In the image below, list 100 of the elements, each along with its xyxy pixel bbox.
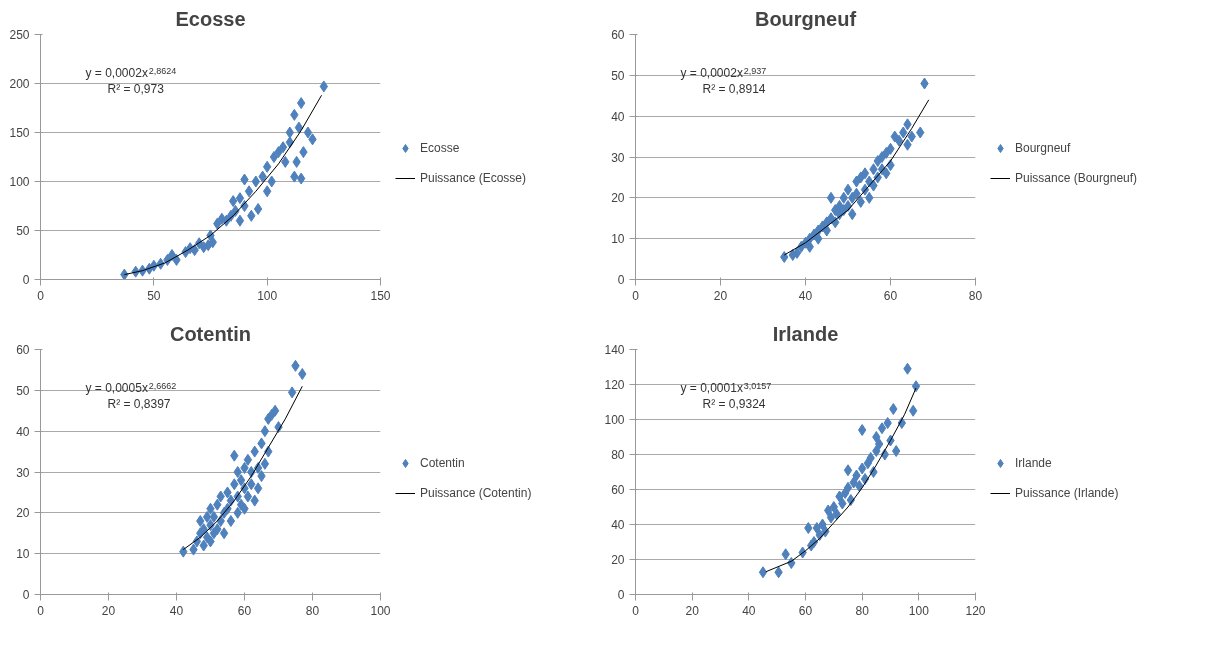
point bbox=[260, 457, 270, 470]
legend-label: Puissance (Ecosse) bbox=[420, 171, 527, 185]
legend-label: Cotentin bbox=[420, 456, 465, 470]
y-tick-label: 100 bbox=[9, 175, 30, 189]
point bbox=[894, 134, 904, 147]
annotation: R² = 0,973 bbox=[107, 81, 165, 96]
y-tick-label: 80 bbox=[611, 448, 625, 462]
y-tick-label: 50 bbox=[16, 383, 30, 398]
y-tick-label: 20 bbox=[16, 506, 30, 521]
point bbox=[235, 214, 245, 227]
point bbox=[244, 185, 254, 198]
y-tick-label: 30 bbox=[16, 465, 30, 480]
point bbox=[875, 438, 884, 450]
x-tick-label: 0 bbox=[37, 288, 45, 303]
point bbox=[872, 445, 881, 457]
point bbox=[889, 403, 898, 415]
x-tick-label: 0 bbox=[37, 603, 45, 618]
point bbox=[243, 490, 253, 503]
annotation: R² = 0,8914 bbox=[702, 81, 766, 96]
point bbox=[883, 417, 892, 429]
point bbox=[236, 474, 246, 487]
y-tick-label: 0 bbox=[617, 588, 625, 602]
y-tick-label: 0 bbox=[617, 273, 625, 287]
y-tick-label: 40 bbox=[16, 424, 30, 439]
y-tick-label: 50 bbox=[16, 224, 30, 238]
x-tick-label: 20 bbox=[101, 603, 116, 618]
y-tick-label: 120 bbox=[604, 378, 625, 392]
x-tick-label: 0 bbox=[632, 288, 640, 303]
point bbox=[260, 425, 270, 438]
point bbox=[202, 510, 212, 523]
y-tick-label: 100 bbox=[604, 413, 625, 427]
chart-title: Irlande bbox=[772, 322, 839, 345]
point bbox=[233, 466, 242, 478]
x-tick-label: 20 bbox=[685, 603, 700, 618]
chart-title: Cotentin bbox=[169, 322, 252, 345]
y-tick-label: 10 bbox=[611, 232, 625, 247]
point bbox=[866, 452, 875, 464]
x-tick-label: 0 bbox=[632, 603, 640, 618]
y-tick-label: 40 bbox=[611, 518, 625, 532]
x-tick-label: 80 bbox=[855, 603, 870, 618]
annotation: R² = 0,8397 bbox=[107, 396, 171, 411]
x-tick-label: 50 bbox=[147, 288, 161, 303]
point bbox=[294, 121, 304, 134]
x-tick-label: 100 bbox=[257, 288, 278, 303]
y-tick-label: 40 bbox=[611, 109, 625, 124]
legend-label: Puissance (Cotentin) bbox=[420, 486, 532, 500]
annotation: R² = 0,9324 bbox=[702, 396, 766, 411]
x-tick-label: 100 bbox=[908, 603, 930, 618]
point bbox=[226, 515, 236, 527]
point bbox=[826, 191, 836, 204]
point bbox=[196, 515, 205, 527]
point bbox=[298, 368, 307, 380]
x-tick-label: 80 bbox=[968, 288, 983, 303]
legend-label: Puissance (Irlande) bbox=[1015, 486, 1119, 500]
point bbox=[804, 522, 813, 534]
point bbox=[758, 566, 768, 579]
legend-label: Ecosse bbox=[420, 141, 460, 155]
y-tick-label: 10 bbox=[16, 547, 30, 562]
point bbox=[858, 424, 867, 436]
chart-title: Bourgneuf bbox=[754, 7, 857, 30]
y-tick-label: 150 bbox=[9, 126, 30, 140]
x-tick-label: 40 bbox=[169, 603, 184, 618]
point bbox=[253, 202, 263, 215]
x-tick-label: 120 bbox=[965, 603, 986, 618]
x-tick-label: 80 bbox=[305, 603, 320, 618]
x-tick-label: 60 bbox=[883, 288, 898, 303]
point bbox=[843, 183, 853, 196]
point bbox=[243, 453, 253, 466]
x-tick-label: 150 bbox=[370, 288, 391, 303]
y-tick-label: 20 bbox=[611, 191, 625, 206]
x-tick-label: 40 bbox=[798, 288, 813, 303]
point bbox=[877, 422, 887, 435]
point bbox=[270, 404, 280, 417]
point bbox=[911, 380, 921, 393]
point bbox=[219, 527, 229, 540]
y-tick-label: 50 bbox=[611, 68, 625, 83]
point bbox=[303, 126, 313, 139]
point bbox=[826, 511, 836, 524]
x-tick-label: 20 bbox=[713, 288, 728, 303]
y-tick-label: 20 bbox=[611, 553, 625, 567]
y-tick-label: 140 bbox=[604, 343, 625, 357]
point bbox=[872, 431, 881, 443]
point bbox=[253, 482, 263, 495]
point bbox=[892, 445, 901, 457]
point bbox=[832, 508, 841, 520]
y-tick-label: 0 bbox=[22, 588, 30, 602]
x-tick-label: 40 bbox=[742, 603, 756, 618]
legend-label: Bourgneuf bbox=[1015, 141, 1071, 155]
y-tick-label: 0 bbox=[22, 273, 30, 287]
x-tick-label: 60 bbox=[237, 603, 252, 618]
y-tick-label: 250 bbox=[9, 28, 30, 42]
point bbox=[269, 151, 279, 163]
x-tick-label: 100 bbox=[370, 603, 391, 618]
y-tick-label: 60 bbox=[16, 343, 30, 357]
x-tick-label: 60 bbox=[798, 603, 813, 618]
legend-label: Irlande bbox=[1015, 456, 1052, 470]
legend-label: Puissance (Bourgneuf) bbox=[1015, 171, 1138, 185]
point bbox=[855, 480, 864, 492]
point bbox=[235, 192, 245, 205]
y-tick-label: 60 bbox=[611, 28, 625, 42]
